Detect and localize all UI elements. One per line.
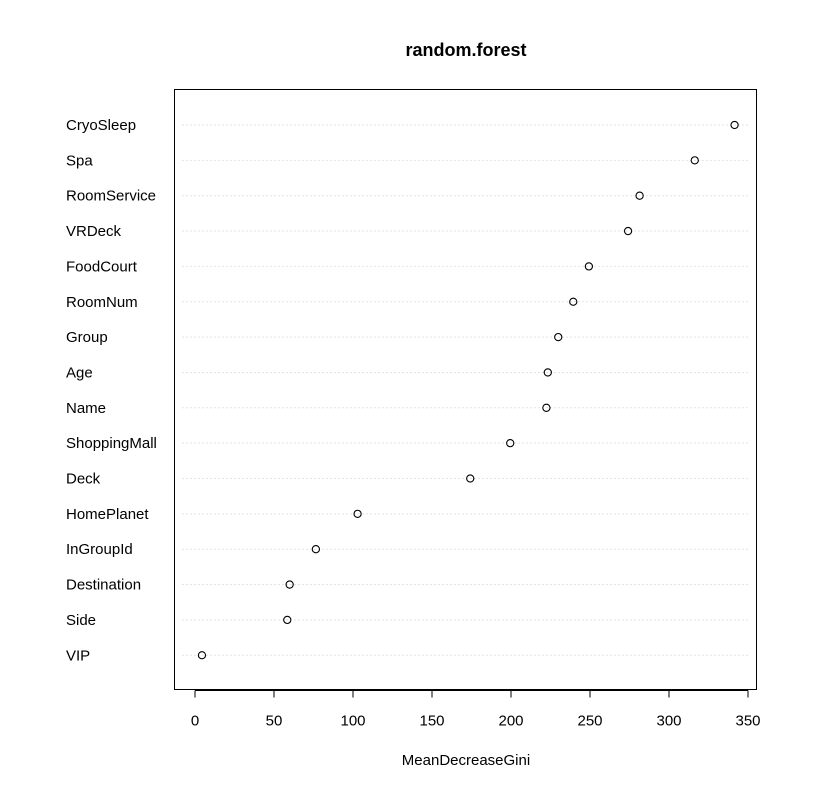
x-tick-label: 100 <box>340 713 365 730</box>
x-axis-label: MeanDecreaseGini <box>402 752 530 769</box>
category-label: ShoppingMall <box>66 435 157 452</box>
x-tick-label: 350 <box>735 713 760 730</box>
data-points <box>197 120 739 660</box>
data-point <box>623 226 633 236</box>
plot-frame <box>174 89 757 690</box>
category-label: Name <box>66 400 106 417</box>
x-tick-label: 0 <box>191 713 199 730</box>
category-label: RoomNum <box>66 294 138 311</box>
category-label: VRDeck <box>66 223 122 240</box>
x-tick-label: 200 <box>498 713 523 730</box>
grid-lines <box>182 124 749 656</box>
x-tick-label: 150 <box>419 713 444 730</box>
category-label: Group <box>66 329 108 346</box>
data-point <box>283 615 292 625</box>
category-labels: CryoSleep Spa RoomService VRDeck FoodCourt Ro… <box>66 117 157 664</box>
category-label: Deck <box>66 471 101 488</box>
data-point <box>285 580 294 589</box>
category-label: VIP <box>66 647 90 664</box>
data-point <box>569 297 578 306</box>
data-point <box>353 509 362 518</box>
data-point <box>197 651 207 660</box>
category-label: RoomService <box>66 188 156 205</box>
category-label: InGroupId <box>66 541 133 558</box>
category-label: Age <box>66 364 93 381</box>
category-label: CryoSleep <box>66 117 136 134</box>
data-point <box>543 368 552 377</box>
x-tick-label: 250 <box>577 713 602 730</box>
data-point <box>690 156 699 165</box>
x-tick-label: 50 <box>266 713 283 730</box>
chart-title: random.forest <box>405 40 526 60</box>
category-label: FoodCourt <box>66 258 138 275</box>
data-point <box>554 332 563 342</box>
data-point <box>311 545 321 554</box>
data-point <box>506 438 515 448</box>
category-label: Side <box>66 612 96 629</box>
category-label: Destination <box>66 577 141 594</box>
category-label: HomePlanet <box>66 506 149 523</box>
data-point <box>466 474 475 483</box>
x-tick-label: 300 <box>656 713 681 730</box>
data-point <box>635 191 644 200</box>
data-point <box>730 120 739 130</box>
data-point <box>584 262 594 271</box>
x-axis: 0 50 100 150 200 250 300 350 <box>191 690 761 730</box>
category-label: Spa <box>66 152 93 169</box>
data-point <box>542 403 551 412</box>
